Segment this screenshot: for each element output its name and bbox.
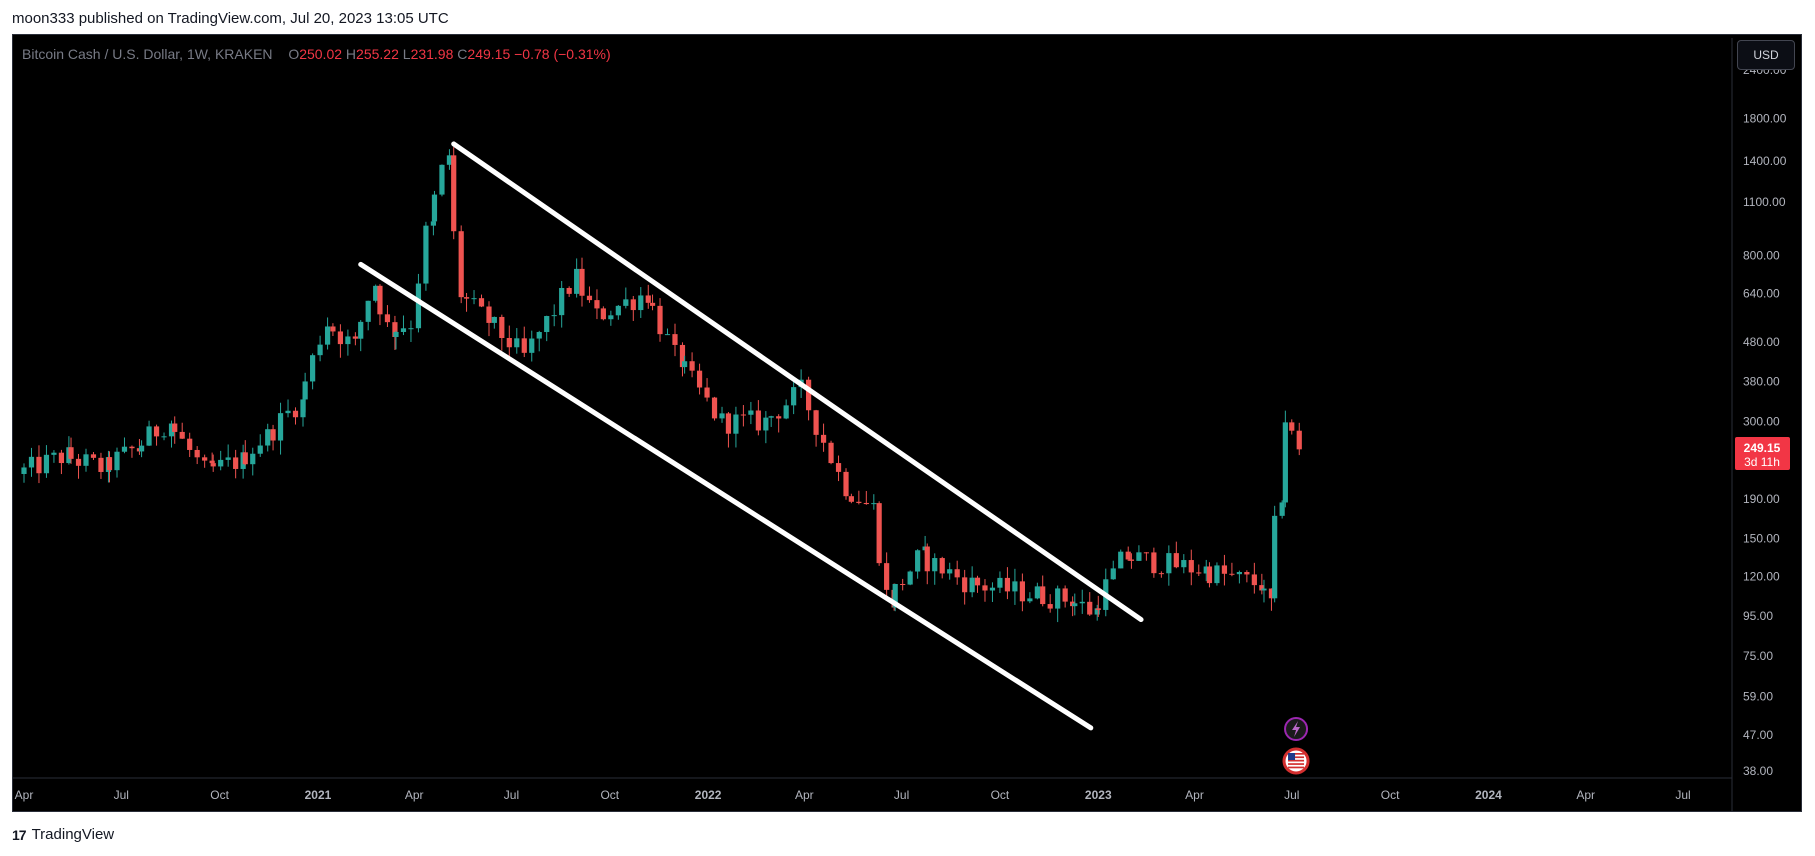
change-value: −0.78 (−0.31%) [514, 46, 611, 62]
open-label: O [288, 46, 300, 62]
symbol-title: Bitcoin Cash / U.S. Dollar, 1W, KRAKEN [22, 46, 273, 62]
tradingview-logo-icon: 17 [12, 826, 27, 843]
low-value: 231.98 [410, 46, 454, 62]
close-value: 249.15 [467, 46, 511, 62]
currency-button[interactable]: USD [1737, 40, 1795, 70]
high-value: 255.22 [356, 46, 399, 62]
low-label: L [402, 46, 411, 62]
high-label: H [345, 46, 357, 62]
symbol-legend: Bitcoin Cash / U.S. Dollar, 1W, KRAKEN O… [22, 46, 611, 62]
close-label: C [457, 46, 468, 62]
publish-info: moon333 published on TradingView.com, Ju… [12, 10, 449, 27]
open-value: 250.02 [299, 46, 343, 62]
chart-frame[interactable] [12, 34, 1802, 812]
brand-name[interactable]: TradingView [31, 826, 115, 843]
footer-brand: 17 TradingView [12, 826, 114, 843]
